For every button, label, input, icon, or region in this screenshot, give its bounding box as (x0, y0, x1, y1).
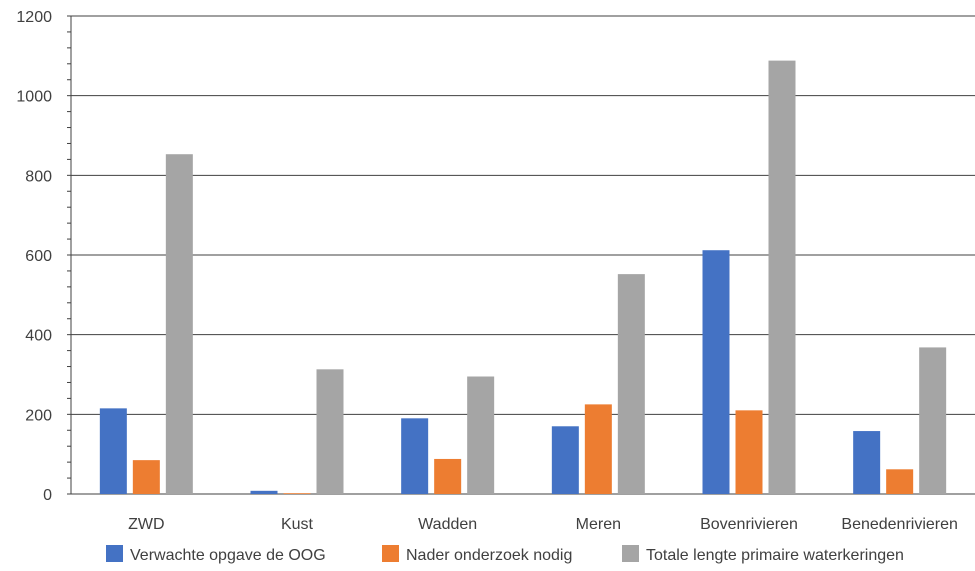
bars (99, 60, 947, 494)
y-axis-tick-labels: 0 200 400 600 800 1000 1200 (16, 9, 52, 504)
bar-kust-series-3 (316, 369, 344, 494)
bar-zwd-series-1 (99, 408, 127, 494)
x-category-label: Wadden (418, 516, 477, 533)
legend-label: Totale lengte primaire waterkeringen (646, 547, 904, 564)
legend-label: Verwachte opgave de OOG (130, 547, 326, 564)
bar-wadden-series-1 (401, 418, 429, 494)
bar-benedenrivieren-series-2 (886, 469, 914, 494)
legend-swatch (382, 545, 399, 562)
y-tick-label: 800 (25, 168, 52, 185)
bar-zwd-series-3 (165, 154, 193, 494)
legend: Verwachte opgave de OOG Nader onderzoek n… (106, 545, 904, 564)
x-category-label: ZWD (128, 516, 164, 533)
bar-benedenrivieren-series-3 (919, 347, 947, 494)
bar-wadden-series-2 (434, 458, 462, 494)
bar-kust-series-2 (283, 493, 311, 494)
bar-meren-series-2 (584, 404, 612, 494)
legend-swatch (622, 545, 639, 562)
grid-lines (71, 15, 975, 495)
x-category-label: Benedenrivieren (841, 516, 958, 533)
y-tick-label: 1200 (16, 9, 52, 26)
bar-kust-series-1 (250, 490, 278, 494)
axis-minor-ticks (67, 15, 71, 495)
y-tick-label: 600 (25, 248, 52, 265)
x-axis-category-labels: ZWD Kust Wadden Meren Bovenrivieren Benedenri… (128, 516, 958, 533)
bar-zwd-series-2 (132, 460, 160, 494)
y-tick-label: 1000 (16, 89, 52, 106)
legend-label: Nader onderzoek nodig (406, 547, 572, 564)
bar-meren-series-3 (617, 274, 645, 494)
bar-bovenrivieren-series-1 (702, 250, 730, 494)
bar-benedenrivieren-series-1 (853, 431, 881, 494)
x-category-label: Meren (576, 516, 621, 533)
bar-wadden-series-3 (467, 376, 495, 494)
x-category-label: Kust (281, 516, 314, 533)
bar-meren-series-1 (551, 426, 579, 494)
bar-bovenrivieren-series-3 (768, 60, 796, 494)
bar-bovenrivieren-series-2 (735, 410, 763, 494)
legend-swatch (106, 545, 123, 562)
y-tick-label: 200 (25, 407, 52, 424)
y-tick-label: 0 (43, 487, 52, 504)
x-category-label: Bovenrivieren (700, 516, 798, 533)
y-tick-label: 400 (25, 328, 52, 345)
